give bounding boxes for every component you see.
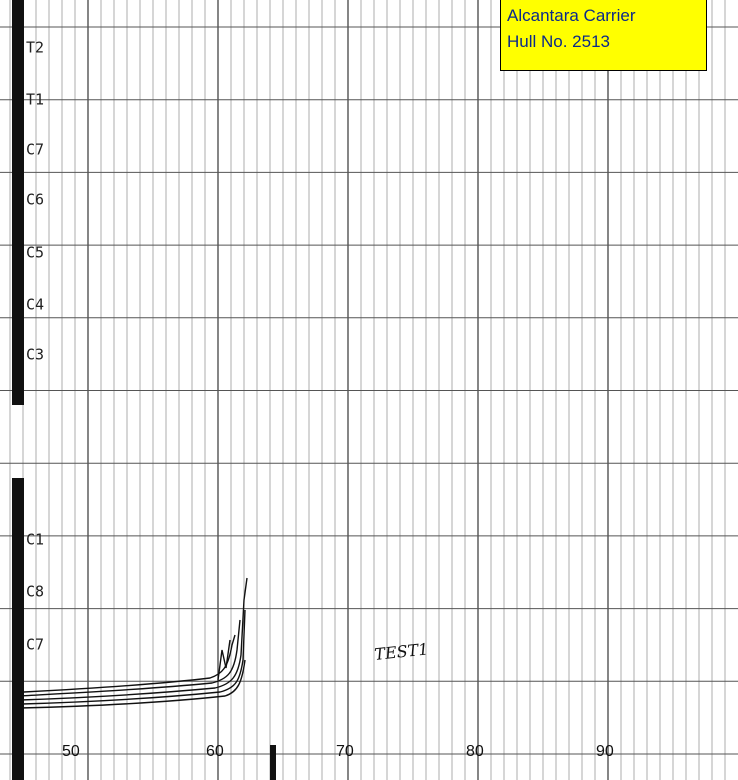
ink-blot — [270, 745, 276, 780]
channel-label: C7 — [26, 141, 44, 159]
channel-label: C1 — [26, 531, 44, 549]
channel-label: T1 — [26, 91, 44, 109]
channel-label: C7 — [26, 636, 44, 654]
trace — [19, 619, 241, 697]
channel-label: C3 — [26, 346, 44, 364]
traces — [19, 577, 248, 709]
labels: T2 T1 C7 C6 C5 C4 C3 C1 C8 C7 50 60 70 80 90 — [26, 39, 614, 761]
channel-label: C5 — [26, 244, 44, 262]
channel-label: C4 — [26, 296, 44, 314]
trace — [217, 639, 231, 681]
label-box: Alcantara Carrier Hull No. 2513 — [500, 0, 707, 71]
annotation: TEST1 — [373, 639, 429, 664]
channel-label: T2 — [26, 39, 44, 57]
scale-label: 90 — [596, 743, 614, 760]
scale-label: 70 — [336, 743, 354, 760]
trace — [19, 577, 248, 701]
channel-label: C8 — [26, 583, 44, 601]
scale-label: 60 — [206, 743, 224, 760]
scale-label: 80 — [466, 743, 484, 760]
label-line: Hull No. 2513 — [507, 32, 611, 51]
trace — [21, 609, 246, 705]
channel-label: C6 — [26, 191, 44, 209]
channel-bar — [12, 478, 24, 780]
trace — [19, 659, 246, 709]
channel-bar — [12, 0, 24, 405]
scale-label: 50 — [62, 743, 80, 760]
label-line: Alcantara Carrier — [507, 6, 636, 25]
